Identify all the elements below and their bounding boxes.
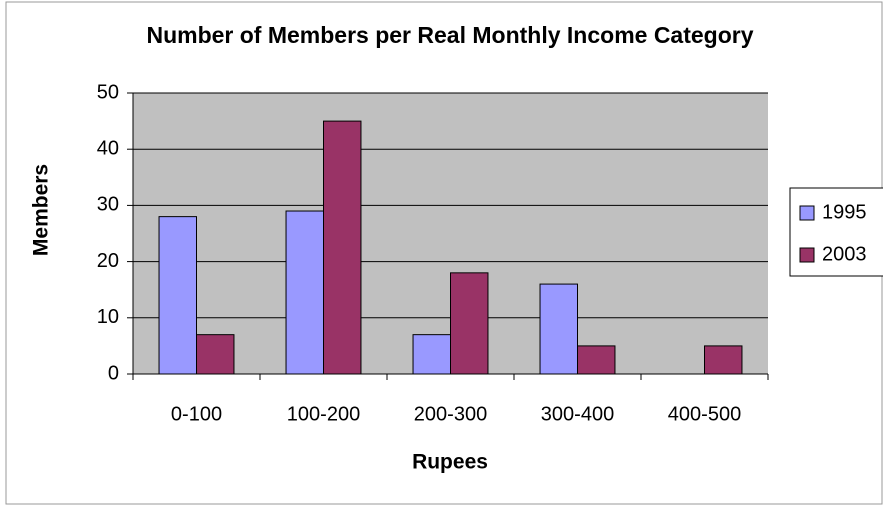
y-tick-label: 40 — [97, 137, 119, 159]
y-tick-label: 20 — [97, 250, 119, 272]
bar — [196, 334, 235, 375]
x-tick-label: 300-400 — [541, 403, 614, 425]
bar — [158, 216, 198, 375]
y-tick-label: 30 — [97, 194, 119, 216]
legend-label: 1995 — [822, 201, 867, 223]
x-tick-label: 0-100 — [171, 403, 222, 425]
bar — [412, 334, 452, 375]
x-tick-label: 200-300 — [414, 403, 487, 425]
bar — [539, 283, 578, 375]
bar — [577, 345, 616, 375]
legend-label: 2003 — [822, 243, 867, 265]
bar — [285, 210, 325, 375]
y-axis-title: Members — [30, 164, 53, 256]
chart-title: Number of Members per Real Monthly Incom… — [146, 22, 753, 48]
legend-swatch — [799, 205, 815, 221]
x-tick-label: 100-200 — [287, 403, 360, 425]
y-tick-label: 10 — [97, 306, 119, 328]
bar — [450, 272, 489, 375]
bar — [323, 120, 362, 375]
y-tick-label: 0 — [108, 362, 119, 384]
x-tick-label: 400-500 — [668, 403, 741, 425]
legend-swatch — [799, 247, 815, 263]
x-axis-title: Rupees — [412, 451, 488, 474]
y-tick-label: 50 — [97, 81, 119, 103]
bar — [704, 345, 743, 375]
